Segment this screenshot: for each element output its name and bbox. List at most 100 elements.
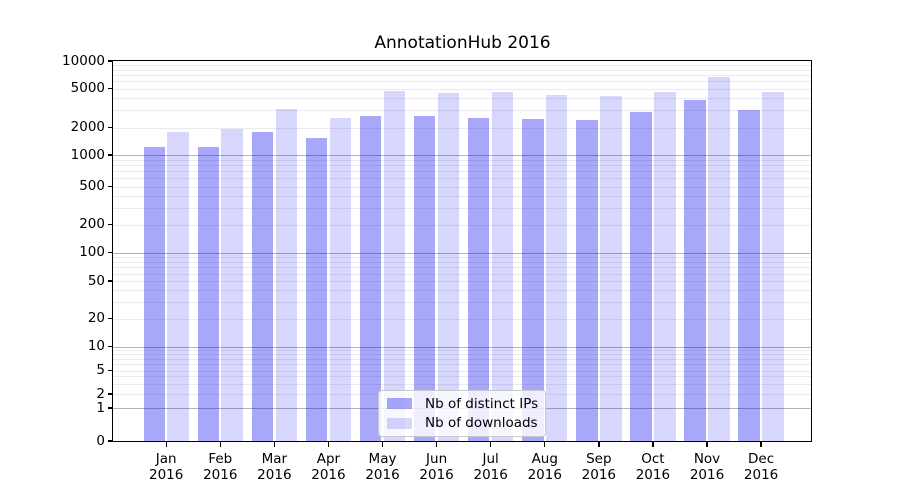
gridline-200 (113, 224, 812, 226)
month-name: Mar (261, 451, 288, 467)
x-tick-mark-aug (544, 442, 546, 447)
gridline-40 (113, 290, 812, 292)
x-tick-label-feb: Feb 2016 (188, 451, 252, 483)
month-name: Sep (586, 451, 612, 467)
gridline-7 (113, 358, 812, 360)
x-tick-mark-jun (435, 442, 438, 447)
x-tick-label-oct: Oct 2016 (621, 451, 685, 483)
gridline-4000 (113, 97, 812, 99)
x-tick-mark-feb (219, 442, 221, 447)
bar-nb-of-downloads-aug (545, 94, 568, 442)
gridline-400 (113, 195, 812, 197)
y-tick-label-500: 500 (79, 178, 105, 194)
x-tick-label-nov: Nov 2016 (675, 451, 739, 483)
gridlines-layer (113, 61, 812, 442)
gridline-5 (113, 370, 812, 372)
y-tick-mark-200 (108, 223, 113, 226)
x-tick-mark-nov (706, 442, 708, 447)
bar-nb-of-distinct-ips-jun (413, 116, 436, 442)
bar-nb-of-distinct-ips-nov (684, 100, 706, 442)
x-tick-label-jan: Jan 2016 (134, 451, 198, 483)
y-tick-mark-20 (108, 317, 113, 320)
gridline-1000 (113, 155, 812, 156)
month-year: 2016 (581, 466, 616, 483)
chart-title: AnnotationHub 2016 (374, 33, 551, 53)
gridline-6000 (113, 81, 812, 83)
x-tick-label-aug: Aug 2016 (513, 451, 577, 483)
month-year: 2016 (257, 466, 292, 483)
y-tick-mark-1000 (108, 154, 113, 156)
gridline-2000 (113, 127, 812, 129)
bar-nb-of-distinct-ips-mar (251, 131, 274, 442)
bar-nb-of-distinct-ips-may (359, 116, 382, 442)
bar-nb-of-downloads-nov (708, 76, 730, 442)
x-tick-label-jul: Jul 2016 (459, 451, 523, 483)
legend-item-distinct-ips: Nb of distinct IPs (387, 395, 539, 413)
y-tick-label-5: 5 (96, 362, 105, 378)
y-tick-mark-10 (108, 345, 113, 348)
y-tick-label-200: 200 (79, 216, 105, 232)
gridline-300 (113, 207, 812, 209)
legend-swatch-distinct-ips (387, 398, 412, 409)
y-tick-mark-5 (108, 369, 113, 372)
y-tick-mark-2000 (108, 126, 113, 129)
y-tick-mark-2 (108, 393, 113, 395)
month-name: Jan (155, 451, 177, 467)
y-tick-label-0: 0 (96, 432, 105, 449)
x-tick-mark-oct (652, 442, 654, 447)
y-tick-label-5000: 5000 (70, 80, 105, 96)
y-tick-label-1000: 1000 (70, 146, 105, 163)
bar-nb-of-downloads-oct (654, 91, 676, 442)
gridline-8000 (113, 69, 812, 71)
month-year: 2016 (365, 466, 400, 483)
month-name: Aug (531, 451, 558, 467)
x-tick-label-apr: Apr 2016 (296, 451, 360, 483)
x-tick-label-jun: Jun 2016 (405, 451, 469, 483)
bar-nb-of-distinct-ips-jul (467, 118, 490, 442)
y-tick-label-2: 2 (96, 385, 105, 402)
gridline-800 (113, 165, 812, 167)
legend-label-distinct-ips: Nb of distinct IPs (425, 395, 539, 412)
x-tick-label-sep: Sep 2016 (567, 451, 631, 483)
month-name: Jul (482, 451, 499, 467)
bar-nb-of-distinct-ips-jan (143, 146, 165, 442)
x-tick-label-mar: Mar 2016 (242, 451, 306, 483)
gridline-60 (113, 273, 812, 275)
month-name: Apr (316, 451, 341, 467)
bars-layer (113, 61, 812, 442)
bar-nb-of-distinct-ips-apr (305, 137, 328, 442)
bar-nb-of-downloads-jun (437, 93, 460, 442)
month-year: 2016 (203, 466, 238, 483)
bar-nb-of-downloads-sep (600, 96, 622, 442)
month-year: 2016 (419, 466, 454, 483)
bar-nb-of-distinct-ips-sep (576, 119, 598, 442)
gridline-7000 (113, 75, 812, 77)
gridline-30 (113, 301, 812, 303)
x-tick-mark-dec (760, 442, 762, 447)
gridline-900 (113, 159, 812, 161)
x-tick-mark-jan (165, 442, 167, 447)
gridline-3000 (113, 110, 812, 112)
bar-nb-of-distinct-ips-aug (522, 118, 544, 442)
y-tick-mark-50 (108, 280, 113, 282)
y-tick-label-1: 1 (96, 399, 105, 416)
gridline-500 (113, 186, 812, 188)
bar-nb-of-downloads-jul (491, 92, 514, 442)
gridline-9 (113, 350, 812, 352)
month-year: 2016 (473, 466, 508, 483)
gridline-8 (113, 354, 812, 356)
x-tick-mark-apr (327, 442, 330, 447)
gridline-50 (113, 281, 812, 282)
month-year: 2016 (689, 466, 725, 483)
y-tick-mark-10000 (108, 60, 113, 62)
y-tick-label-10: 10 (87, 338, 105, 354)
bar-nb-of-downloads-apr (329, 118, 352, 442)
legend: Nb of distinct IPs Nb of downloads (378, 390, 546, 437)
month-name: Jun (426, 451, 448, 467)
bar-nb-of-downloads-jan (167, 131, 189, 442)
y-tick-label-50: 50 (87, 272, 105, 289)
y-tick-label-2000: 2000 (70, 119, 105, 135)
month-name: Nov (693, 451, 721, 467)
x-tick-label-dec: Dec 2016 (729, 451, 793, 483)
gridline-9000 (113, 65, 812, 67)
